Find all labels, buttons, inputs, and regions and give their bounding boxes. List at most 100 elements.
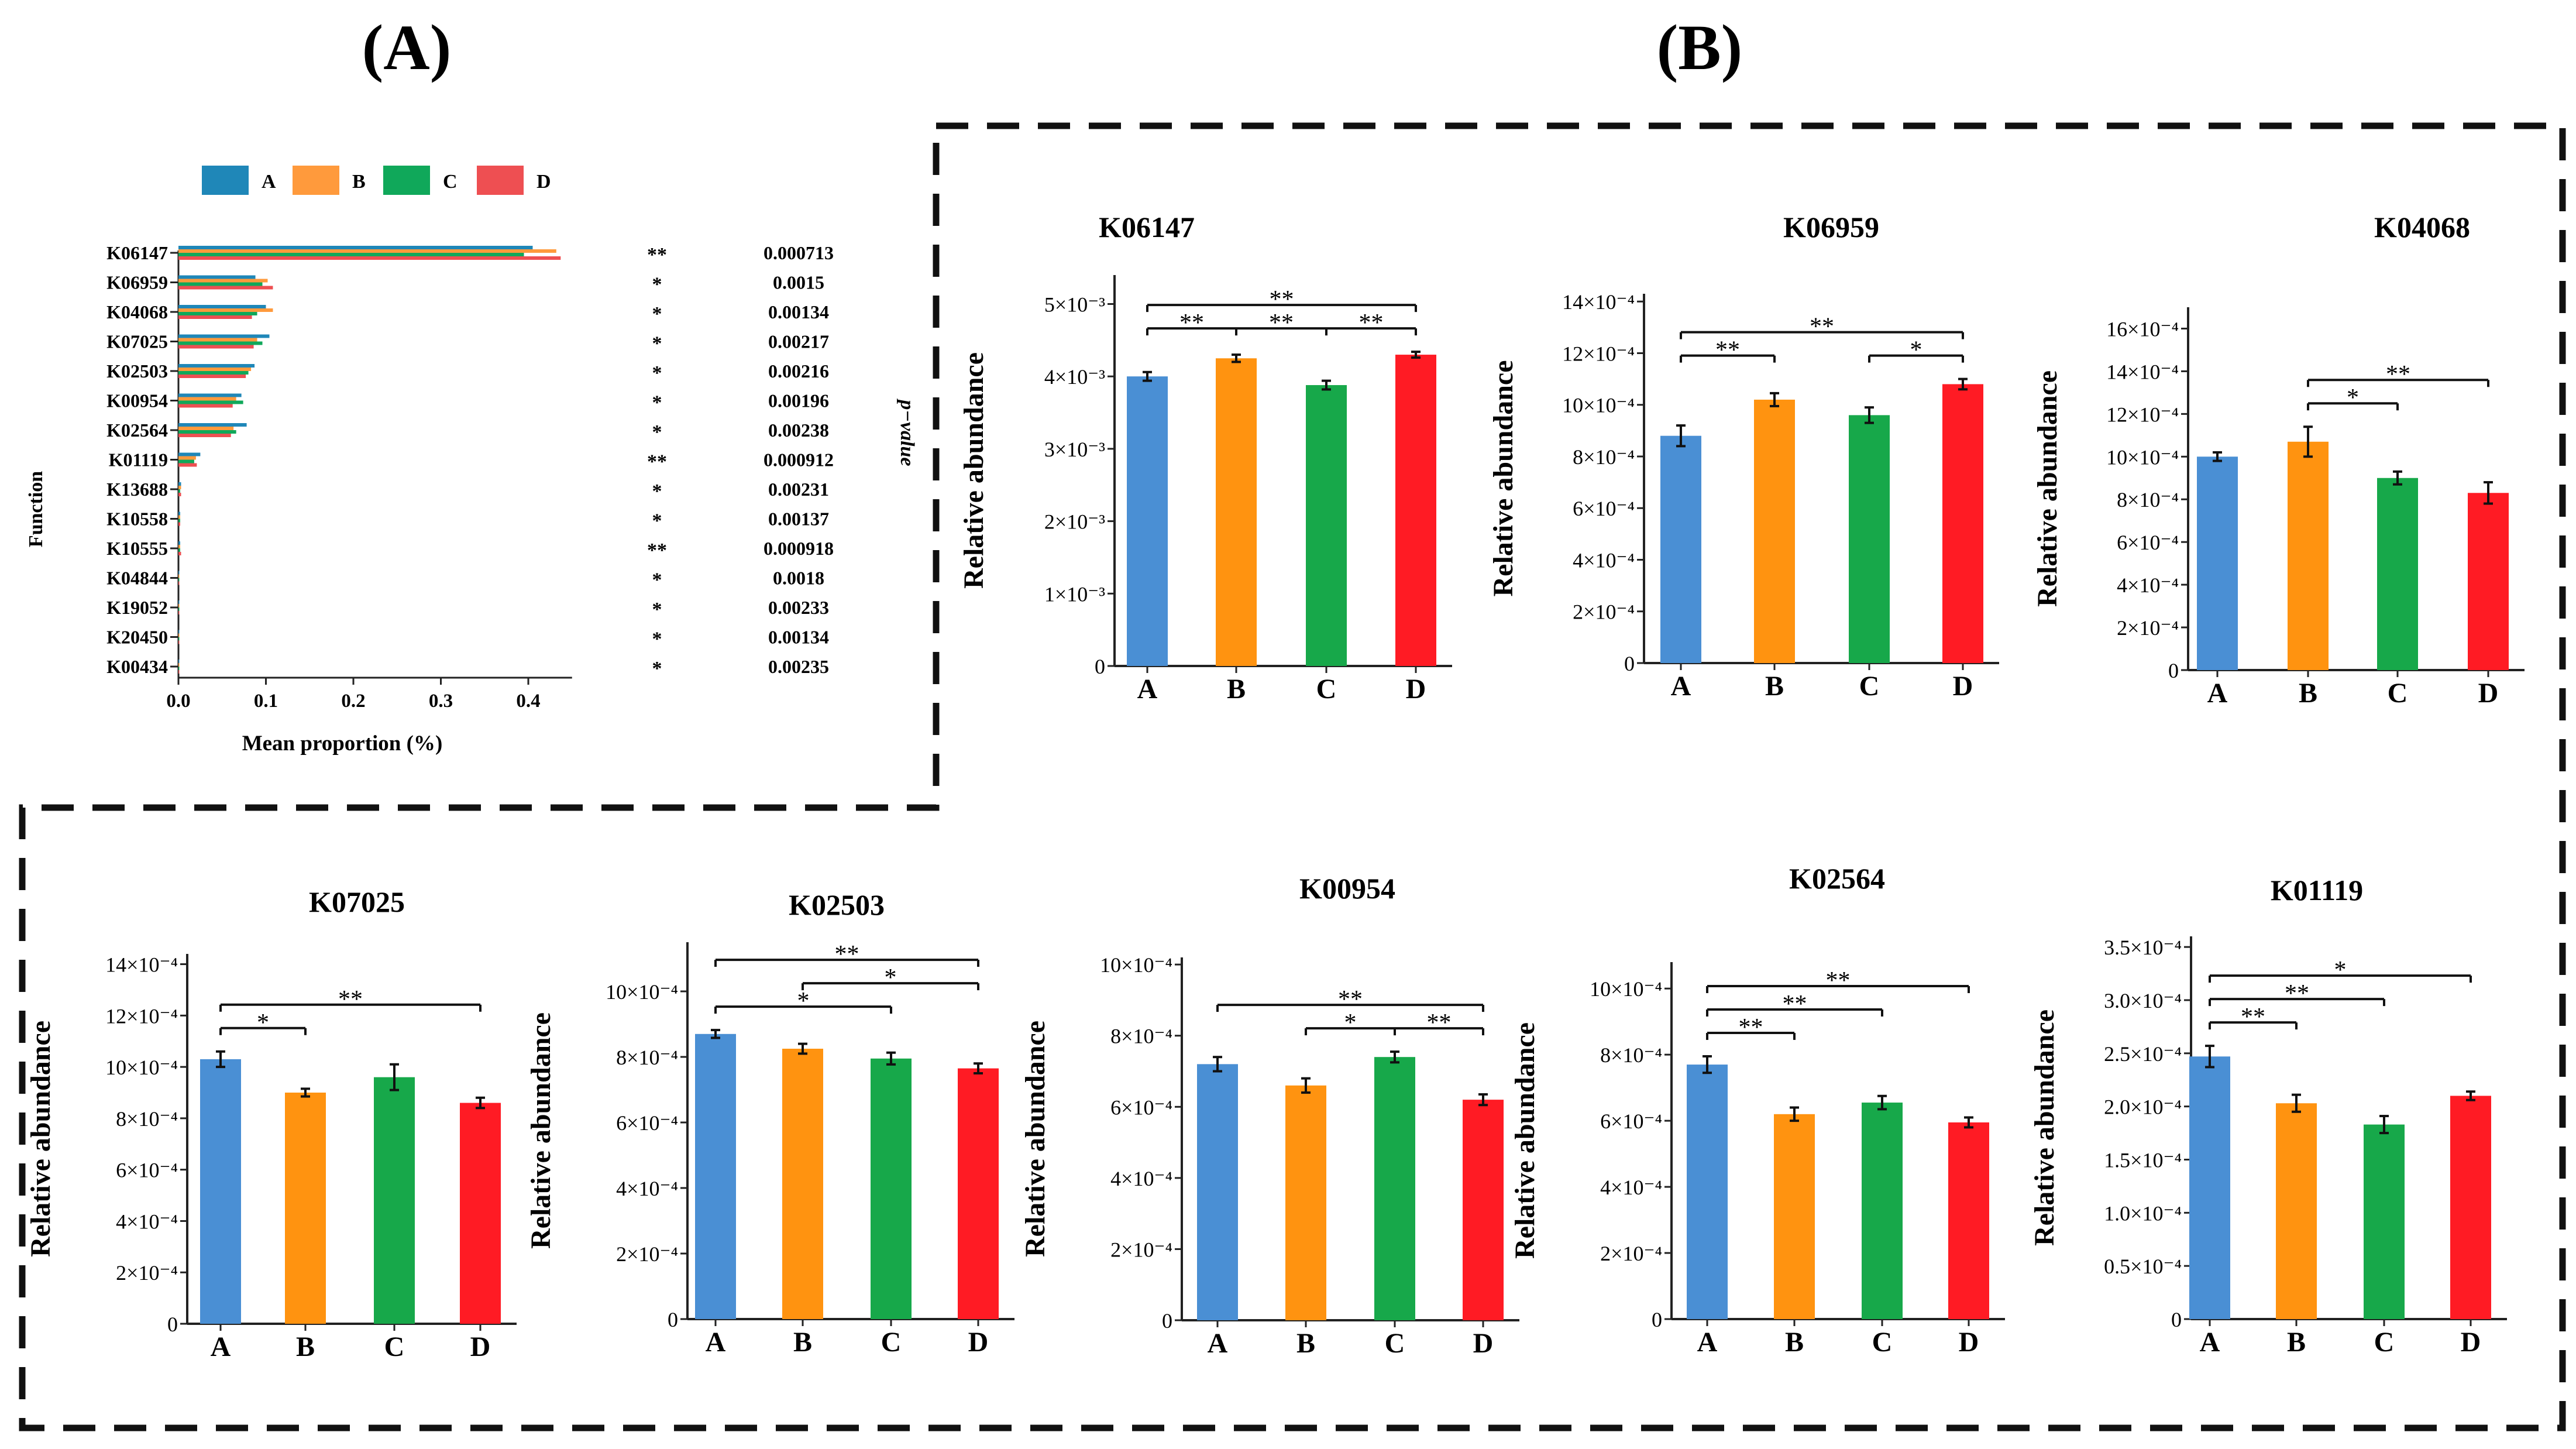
y-tick-label: 2×10⁻⁴: [2117, 616, 2179, 640]
y-tick-label: 4×10⁻⁴: [2117, 574, 2179, 597]
y-tick-label: 12×10⁻⁴: [105, 1004, 178, 1028]
bar-chart-k02564: K02564 0 2×10⁻⁴ 4×10⁻⁴ 6×10⁻⁴ 8×10⁻⁴ 10×10⁻⁴ Re…: [1509, 862, 2005, 1358]
p-value: 0.00217: [768, 331, 829, 352]
x-tick-label: B: [1765, 671, 1784, 702]
bar-k00954-c: [178, 400, 243, 404]
p-value: 0.000912: [763, 449, 834, 471]
bar-c: [1306, 385, 1347, 666]
p-value: 0.00134: [768, 627, 829, 648]
bar-chart-k06147: K06147 0 1×10⁻³ 2×10⁻³ 3×10⁻³ 4×10⁻³ 5×10⁻³ Rel…: [958, 211, 1452, 705]
x-tick-label: C: [1859, 671, 1880, 702]
y-tick-label: 2×10⁻⁴: [1110, 1238, 1172, 1261]
sig-marker: *: [652, 421, 662, 443]
y-tick-label: 0.5×10⁻⁴: [2104, 1255, 2182, 1278]
y-tick-label: 10×10⁻⁴: [1562, 394, 1635, 417]
y-tick-label: 0: [1652, 1308, 1662, 1331]
chart-title: K02503: [789, 888, 885, 921]
bar-k06959-b: [178, 279, 268, 283]
sig-label: *: [257, 1010, 269, 1036]
x-tick-label: D: [968, 1327, 989, 1358]
bar-d: [2468, 493, 2509, 670]
p-value: 0.00196: [768, 390, 829, 411]
row-label: K13688: [106, 479, 168, 500]
row-label: K01119: [109, 449, 168, 471]
y-tick-label: 1×10⁻³: [1044, 582, 1105, 606]
bar-k10558-d: [178, 522, 180, 526]
y-tick-label: 4×10⁻⁴: [1110, 1167, 1172, 1190]
p-value: 0.00231: [768, 479, 829, 500]
panel-a-axes: 0.0 0.1 0.2 0.3 0.4 K06147 K06959 K04068 K07025 K…: [106, 242, 572, 712]
y-tick-label: 4×10⁻⁴: [116, 1210, 178, 1233]
chart-title: K02564: [1789, 862, 1885, 895]
bar-k04068-d: [178, 315, 252, 319]
panel-b-charts: K06147 0 1×10⁻³ 2×10⁻³ 3×10⁻³ 4×10⁻³ 5×10⁻³ Rel…: [25, 211, 2525, 1362]
dashed-frame: [19, 122, 2566, 1431]
y-tick-label: 3.5×10⁻⁴: [2104, 936, 2182, 959]
bar-k04068-a: [178, 305, 266, 308]
panel-a-label: (A): [362, 12, 452, 83]
bar-k13688-b: [178, 486, 181, 489]
y-tick-label: 0: [1624, 652, 1635, 675]
y-tick-label: 0: [167, 1313, 178, 1336]
y-tick-label: 12×10⁻⁴: [1562, 342, 1635, 365]
bar-k07025-c: [178, 341, 263, 345]
sig-label: *: [797, 988, 810, 1015]
sig-label: **: [1810, 314, 1834, 341]
panel-a-chart: A B C D 0.0 0.1 0.2 0.3 0.4 K06147 K06959 K04068 K0…: [25, 166, 918, 756]
sig-label: **: [1270, 286, 1294, 313]
sig-marker: *: [652, 629, 662, 650]
sig-marker: *: [652, 392, 662, 414]
x-tick-label: A: [1697, 1327, 1718, 1358]
x-tick-label: C: [881, 1327, 902, 1358]
sig-marker: **: [647, 540, 667, 561]
sig-marker: *: [652, 599, 662, 620]
bar-k19052-d: [178, 611, 180, 614]
y-tick-label: 14×10⁻⁴: [2106, 360, 2179, 383]
bar-k01119-c: [178, 459, 194, 463]
sig-label: **: [1269, 310, 1294, 337]
chart-title: K06959: [1783, 211, 1879, 243]
bar-a: [1197, 1064, 1238, 1320]
bar-k07025-d: [178, 345, 254, 349]
y-tick-label: 6×10⁻⁴: [2117, 531, 2179, 554]
sig-marker: **: [647, 244, 667, 266]
bar-k06959-a: [178, 275, 256, 279]
x-tick-label: C: [1316, 674, 1337, 705]
p-value: 0.00134: [768, 301, 829, 322]
p-value: 0.0015: [773, 272, 824, 293]
panel-b-label: (B): [1657, 12, 1743, 83]
bar-k06147-b: [178, 249, 556, 253]
bar-c: [871, 1058, 912, 1319]
x-tick-label: A: [211, 1331, 231, 1362]
bar-b: [285, 1093, 326, 1324]
bar-d: [1463, 1100, 1504, 1320]
x-tick-label: B: [1785, 1327, 1804, 1358]
x-tick-label: 0.2: [341, 691, 365, 712]
bar-chart-k02503: K02503 0 2×10⁻⁴ 4×10⁻⁴ 6×10⁻⁴ 8×10⁻⁴ 10×10⁻⁴ Re…: [525, 888, 1014, 1358]
bar-k02503-a: [178, 364, 255, 368]
y-tick-label: 8×10⁻⁴: [1110, 1025, 1172, 1048]
bar-k10555-b: [178, 545, 180, 548]
bar-c: [2377, 478, 2418, 670]
row-label: K19052: [106, 597, 168, 618]
y-tick-label: 3×10⁻³: [1044, 438, 1105, 461]
bar-k00954-d: [178, 404, 233, 408]
sig-label: **: [1179, 310, 1204, 337]
bar-k00434-d: [178, 670, 180, 674]
bar-d: [958, 1068, 999, 1319]
x-tick-label: 0.0: [166, 691, 190, 712]
y-tick-label: 4×10⁻⁴: [616, 1177, 678, 1200]
bar-d: [1395, 355, 1436, 666]
bar-k20450-c: [178, 637, 180, 641]
sig-label: *: [1344, 1010, 1357, 1036]
bar-d: [1942, 384, 1983, 663]
bar-k04844-d: [178, 581, 180, 585]
bar-chart-k00954: K00954 0 2×10⁻⁴ 4×10⁻⁴ 6×10⁻⁴ 8×10⁻⁴ 10×10⁻⁴ Re…: [1020, 872, 1519, 1359]
bar-d: [1948, 1122, 1989, 1319]
y-tick-label: 2×10⁻⁴: [116, 1261, 178, 1285]
y-tick-label: 0: [668, 1308, 678, 1331]
bar-k19052-b: [178, 604, 180, 607]
x-tick-label: B: [2299, 678, 2317, 709]
bar-k10558-a: [178, 511, 180, 516]
